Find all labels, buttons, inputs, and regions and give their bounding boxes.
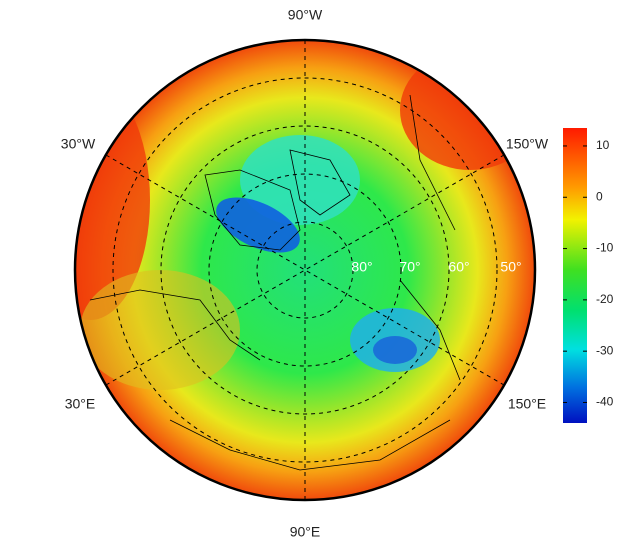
parallel — [112, 77, 498, 463]
cold-region — [240, 135, 360, 225]
colorbar-tick-label: -10 — [596, 241, 614, 255]
colorbar-tick-label: 0 — [596, 189, 603, 203]
colorbar-tick-label: -30 — [596, 343, 614, 357]
latitude-label: 50° — [500, 259, 521, 275]
latitude-label: 60° — [448, 259, 469, 275]
cold-region — [216, 197, 300, 253]
latitude-label: 70° — [399, 259, 420, 275]
longitude-label: 90°E — [290, 524, 321, 540]
longitude-label: 90°W — [288, 7, 323, 23]
longitude-label: 30°E — [65, 396, 96, 412]
parallel — [208, 173, 402, 367]
longitude-label: 150°W — [506, 136, 549, 152]
warm-region — [80, 270, 240, 390]
map-border — [73, 38, 537, 502]
cold-region — [373, 336, 417, 364]
longitude-label: 30°W — [61, 136, 96, 152]
colorbar-tick-label: 10 — [596, 138, 610, 152]
latitude-label: 80° — [351, 259, 372, 275]
parallel — [160, 125, 450, 415]
warm-region — [75, 80, 150, 320]
coastline — [89, 94, 461, 471]
colorbar-tick-label: -20 — [596, 292, 614, 306]
parallel — [256, 221, 354, 319]
graticule — [105, 40, 505, 500]
colorbar-tick-label: -40 — [596, 395, 614, 409]
longitude-label: 150°E — [508, 396, 546, 412]
colorbar — [563, 128, 587, 423]
